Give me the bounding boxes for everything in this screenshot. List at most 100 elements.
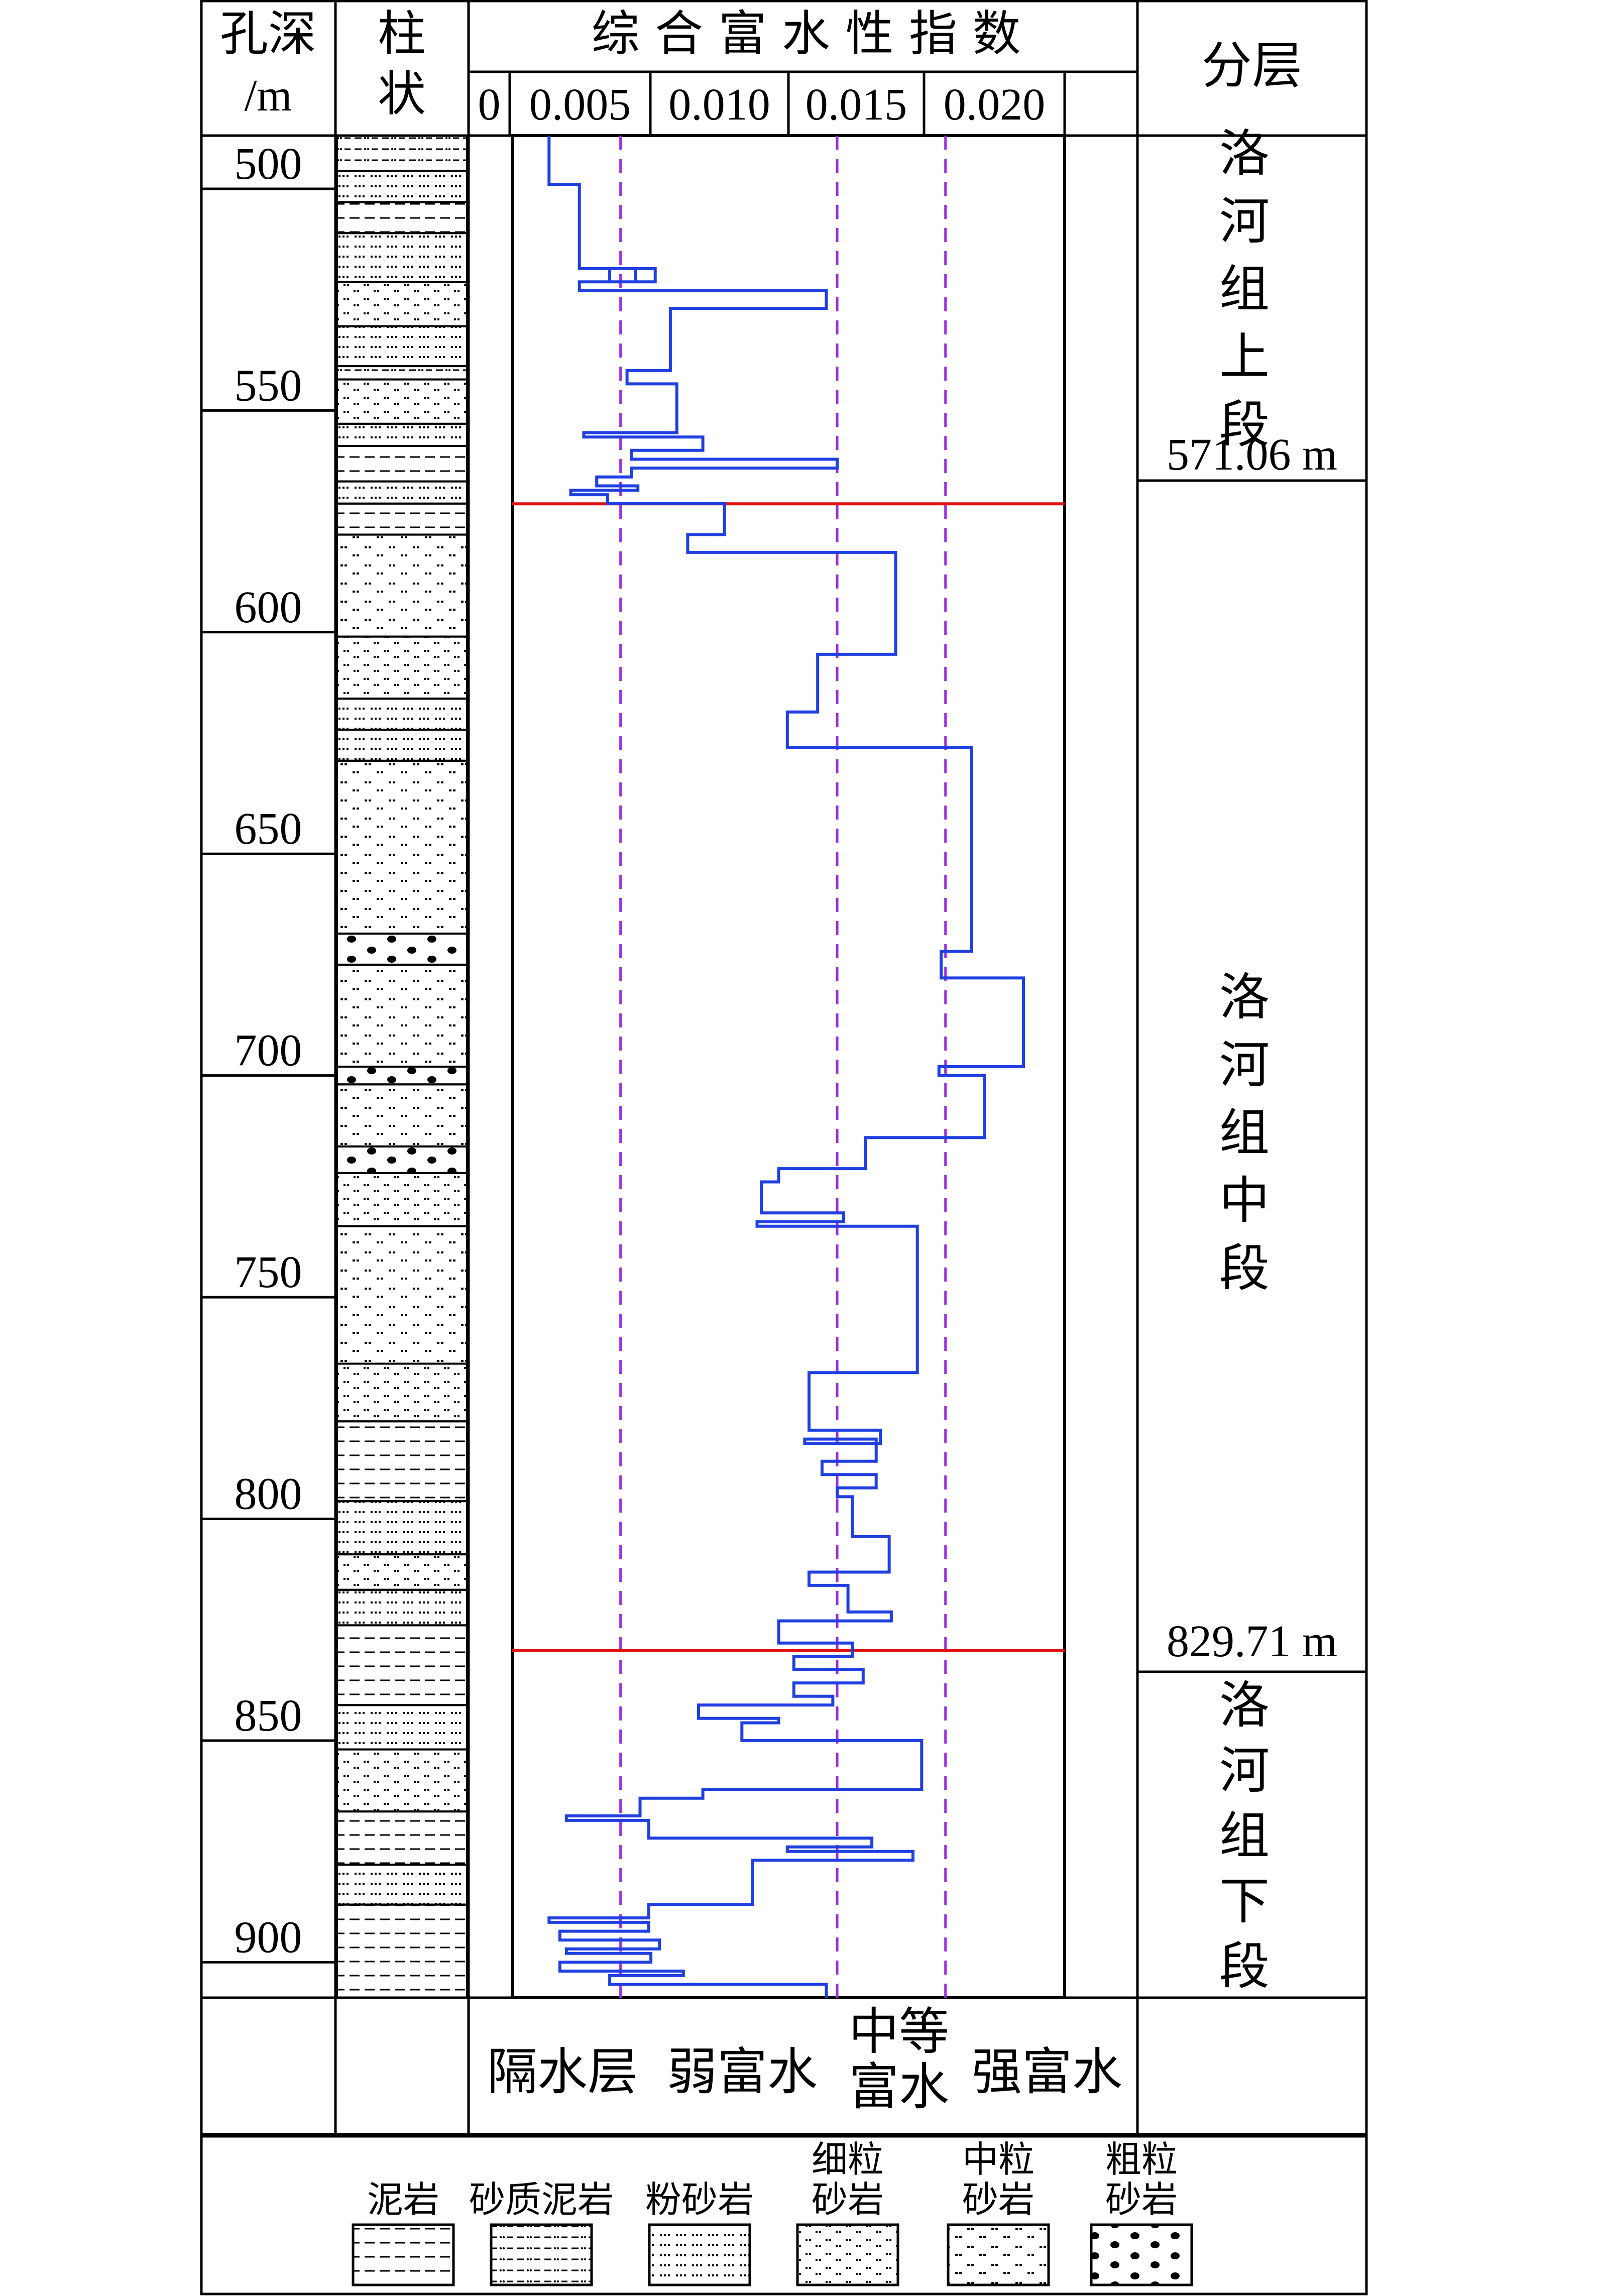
lithology-band-coarse-sandstone <box>336 1066 468 1086</box>
lithology-band-coarse-sandstone <box>336 933 468 966</box>
index-tick-label: 0.010 <box>668 80 770 130</box>
lithology-band-fine-sandstone <box>336 281 468 327</box>
legend-label-line2: 砂岩 <box>812 2178 884 2221</box>
depth-tick-label: 550 <box>235 361 302 410</box>
lithology-band-siltstone <box>336 1704 468 1751</box>
legend-item-siltstone: 粉砂岩 <box>645 2178 754 2286</box>
threshold-lines <box>619 136 947 1998</box>
index-tick-row: 0 0.005 0.010 0.015 0.020 <box>478 72 1066 136</box>
legend-label: 砂质泥岩 <box>469 2178 614 2221</box>
layer-name-char: 河 <box>1219 1036 1270 1094</box>
lithology-band-fine-sandstone <box>336 1172 468 1227</box>
column-title-line2: 状 <box>378 66 426 122</box>
index-tick-label: 0.020 <box>944 80 1046 130</box>
legend-swatch <box>947 2223 1050 2286</box>
legend-swatch <box>648 2223 751 2286</box>
lithology-band-siltstone <box>336 1864 468 1906</box>
lithology-band-siltstone <box>336 698 468 731</box>
legend-label-line2: 砂岩 <box>962 2178 1035 2221</box>
depth-column-title: 孔深 <box>220 6 316 62</box>
layer-name-char: 组 <box>1219 1103 1270 1162</box>
lithology-band-medium-sandstone <box>336 1083 468 1147</box>
depth-axis: 500 550 600 650 700 750 800 850 900 <box>201 139 335 1964</box>
index-title: 综 合 富 水 性 指 数 <box>591 6 1020 62</box>
lithology-band-fine-sandstone <box>336 1748 468 1813</box>
layer-name-char: 组 <box>1219 1806 1270 1865</box>
plot-frame <box>511 134 1066 1999</box>
lithology-band-sandy-mudstone <box>336 365 468 381</box>
lithology-band-sandy-mudstone <box>336 135 468 172</box>
depth-tick-label: 650 <box>235 804 302 854</box>
legend-item-mudstone: 泥岩 <box>352 2178 455 2286</box>
lithology-band-siltstone <box>336 170 468 203</box>
lithology-band-mudstone <box>336 201 468 235</box>
lithology-band-siltstone <box>336 325 468 368</box>
legend-swatch <box>1090 2223 1193 2286</box>
depth-tick-label: 500 <box>235 139 302 189</box>
table-frame <box>200 0 1368 2295</box>
legend-swatch <box>796 2223 899 2286</box>
legend-label-line1: 中粒 <box>962 2138 1035 2180</box>
lithology-band-mudstone <box>336 1624 468 1706</box>
depth-tick-label: 900 <box>235 1912 302 1962</box>
lithology-band-siltstone <box>336 232 468 283</box>
class-strong-label: 强富水 <box>972 2042 1122 2101</box>
class-weak-label: 弱富水 <box>667 2042 818 2101</box>
lithology-column <box>336 135 468 1999</box>
legend-label-line1: 粗粒 <box>1105 2138 1178 2180</box>
lithology-band-siltstone <box>336 1588 468 1627</box>
layer-name-char: 段 <box>1219 395 1270 454</box>
lithology-band-mudstone <box>336 1810 468 1866</box>
depth-tick-label: 850 <box>235 1691 302 1741</box>
lithology-band-fine-sandstone <box>336 378 468 425</box>
lithology-band-mudstone <box>336 1420 468 1503</box>
index-tick-label: 0 <box>478 80 501 130</box>
curve-layer <box>547 136 1025 1998</box>
lithology-band-mudstone <box>336 502 468 536</box>
layer-name-char: 洛 <box>1219 1676 1270 1735</box>
depth-tick-label: 600 <box>235 583 302 632</box>
lithology-band-medium-sandstone <box>336 759 468 935</box>
legend-label: 粉砂岩 <box>645 2178 754 2221</box>
lithology-band-siltstone <box>336 480 468 505</box>
lithology-band-mudstone <box>336 445 468 483</box>
class-medium-label-line1: 中等 <box>849 2002 949 2061</box>
layer-name-char: 上 <box>1219 327 1270 386</box>
lithology-band-medium-sandstone <box>336 963 468 1068</box>
layer-name-char: 河 <box>1219 1741 1270 1800</box>
layer-name-char: 下 <box>1219 1872 1270 1930</box>
lithology-band-medium-sandstone <box>336 1225 468 1365</box>
depth-tick-label: 750 <box>235 1247 302 1297</box>
lithology-band-siltstone <box>336 729 468 762</box>
lithology-band-fine-sandstone <box>336 1553 468 1591</box>
lithology-band-siltstone <box>336 1500 468 1556</box>
lithology-band-medium-sandstone <box>336 533 468 638</box>
lithology-band-coarse-sandstone <box>336 1145 468 1174</box>
legend-swatch <box>352 2223 455 2286</box>
lithology-band-siltstone <box>336 422 468 447</box>
class-medium-label-line2: 富水 <box>849 2057 949 2116</box>
curve-series <box>547 136 1025 1998</box>
lithology-band-fine-sandstone <box>336 635 468 700</box>
plot-area <box>511 134 1066 1999</box>
layer-name-char: 洛 <box>1219 124 1270 183</box>
legend-label: 泥岩 <box>367 2178 439 2221</box>
boundary-lines <box>512 502 1065 1652</box>
header: 孔深 /m 柱 状 综 合 富 水 性 指 数 分层 0 0.005 0.010 0.… <box>220 6 1302 136</box>
layer-column-title: 分层 <box>1202 36 1302 95</box>
boundary-label-lower: 829.71 m <box>1167 1617 1337 1666</box>
layer-name-char: 段 <box>1219 1937 1270 1996</box>
lithology-band-fine-sandstone <box>336 1362 468 1423</box>
legend-label-line2: 砂岩 <box>1105 2178 1178 2221</box>
class-isolating-label: 隔水层 <box>487 2042 638 2101</box>
legend-swatch <box>490 2223 593 2286</box>
layer-name-char: 组 <box>1219 260 1270 318</box>
layer-name-char: 段 <box>1219 1239 1270 1298</box>
index-tick-label: 0.005 <box>529 80 631 130</box>
layer-name-char: 洛 <box>1219 968 1270 1026</box>
